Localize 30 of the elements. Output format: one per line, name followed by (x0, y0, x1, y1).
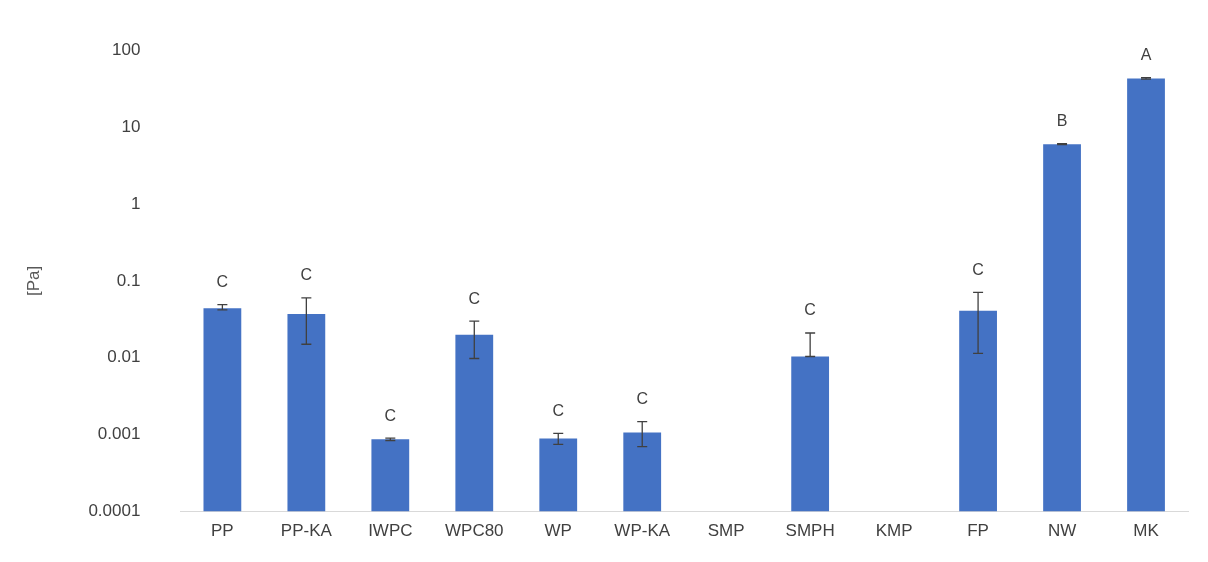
y-tick-label: 0.0001 (88, 501, 141, 521)
annotation: C (804, 301, 816, 319)
annotation: C (552, 401, 565, 419)
x-tick-label: PP-KA (280, 521, 333, 541)
x-tick-label: SMPH (785, 521, 835, 541)
annotation: C (468, 289, 481, 307)
x-tick-label: PP (211, 521, 234, 541)
annotation: C (216, 273, 229, 291)
x-tick-label: SMP (707, 521, 745, 541)
x-tick-label: MK (1133, 521, 1160, 541)
y-tick-label: 0.01 (107, 347, 141, 367)
y-tick-label: 0.1 (116, 270, 141, 290)
y-axis-title: [Pa] (23, 265, 43, 297)
annotation: A (1140, 46, 1152, 64)
y-tick-label: 10 (121, 116, 141, 136)
y-tick-label: 1 (130, 193, 141, 213)
x-tick-label: WP (544, 521, 572, 541)
annotation: C (636, 390, 648, 408)
x-tick-label: WPC80 (444, 521, 504, 541)
annotation: C (384, 406, 397, 424)
y-tick-label: 100 (112, 39, 141, 59)
annotation: B (1056, 112, 1068, 130)
x-tick-label: FP (967, 521, 989, 541)
x-tick-label: KMP (875, 521, 913, 541)
x-tick-label: WP-KA (614, 521, 671, 541)
x-tick-label: IWPC (368, 521, 413, 541)
annotation: C (300, 266, 313, 284)
y-tick-label: 0.001 (97, 424, 141, 444)
annotation: C (972, 260, 984, 278)
x-tick-label: NW (1047, 521, 1077, 541)
